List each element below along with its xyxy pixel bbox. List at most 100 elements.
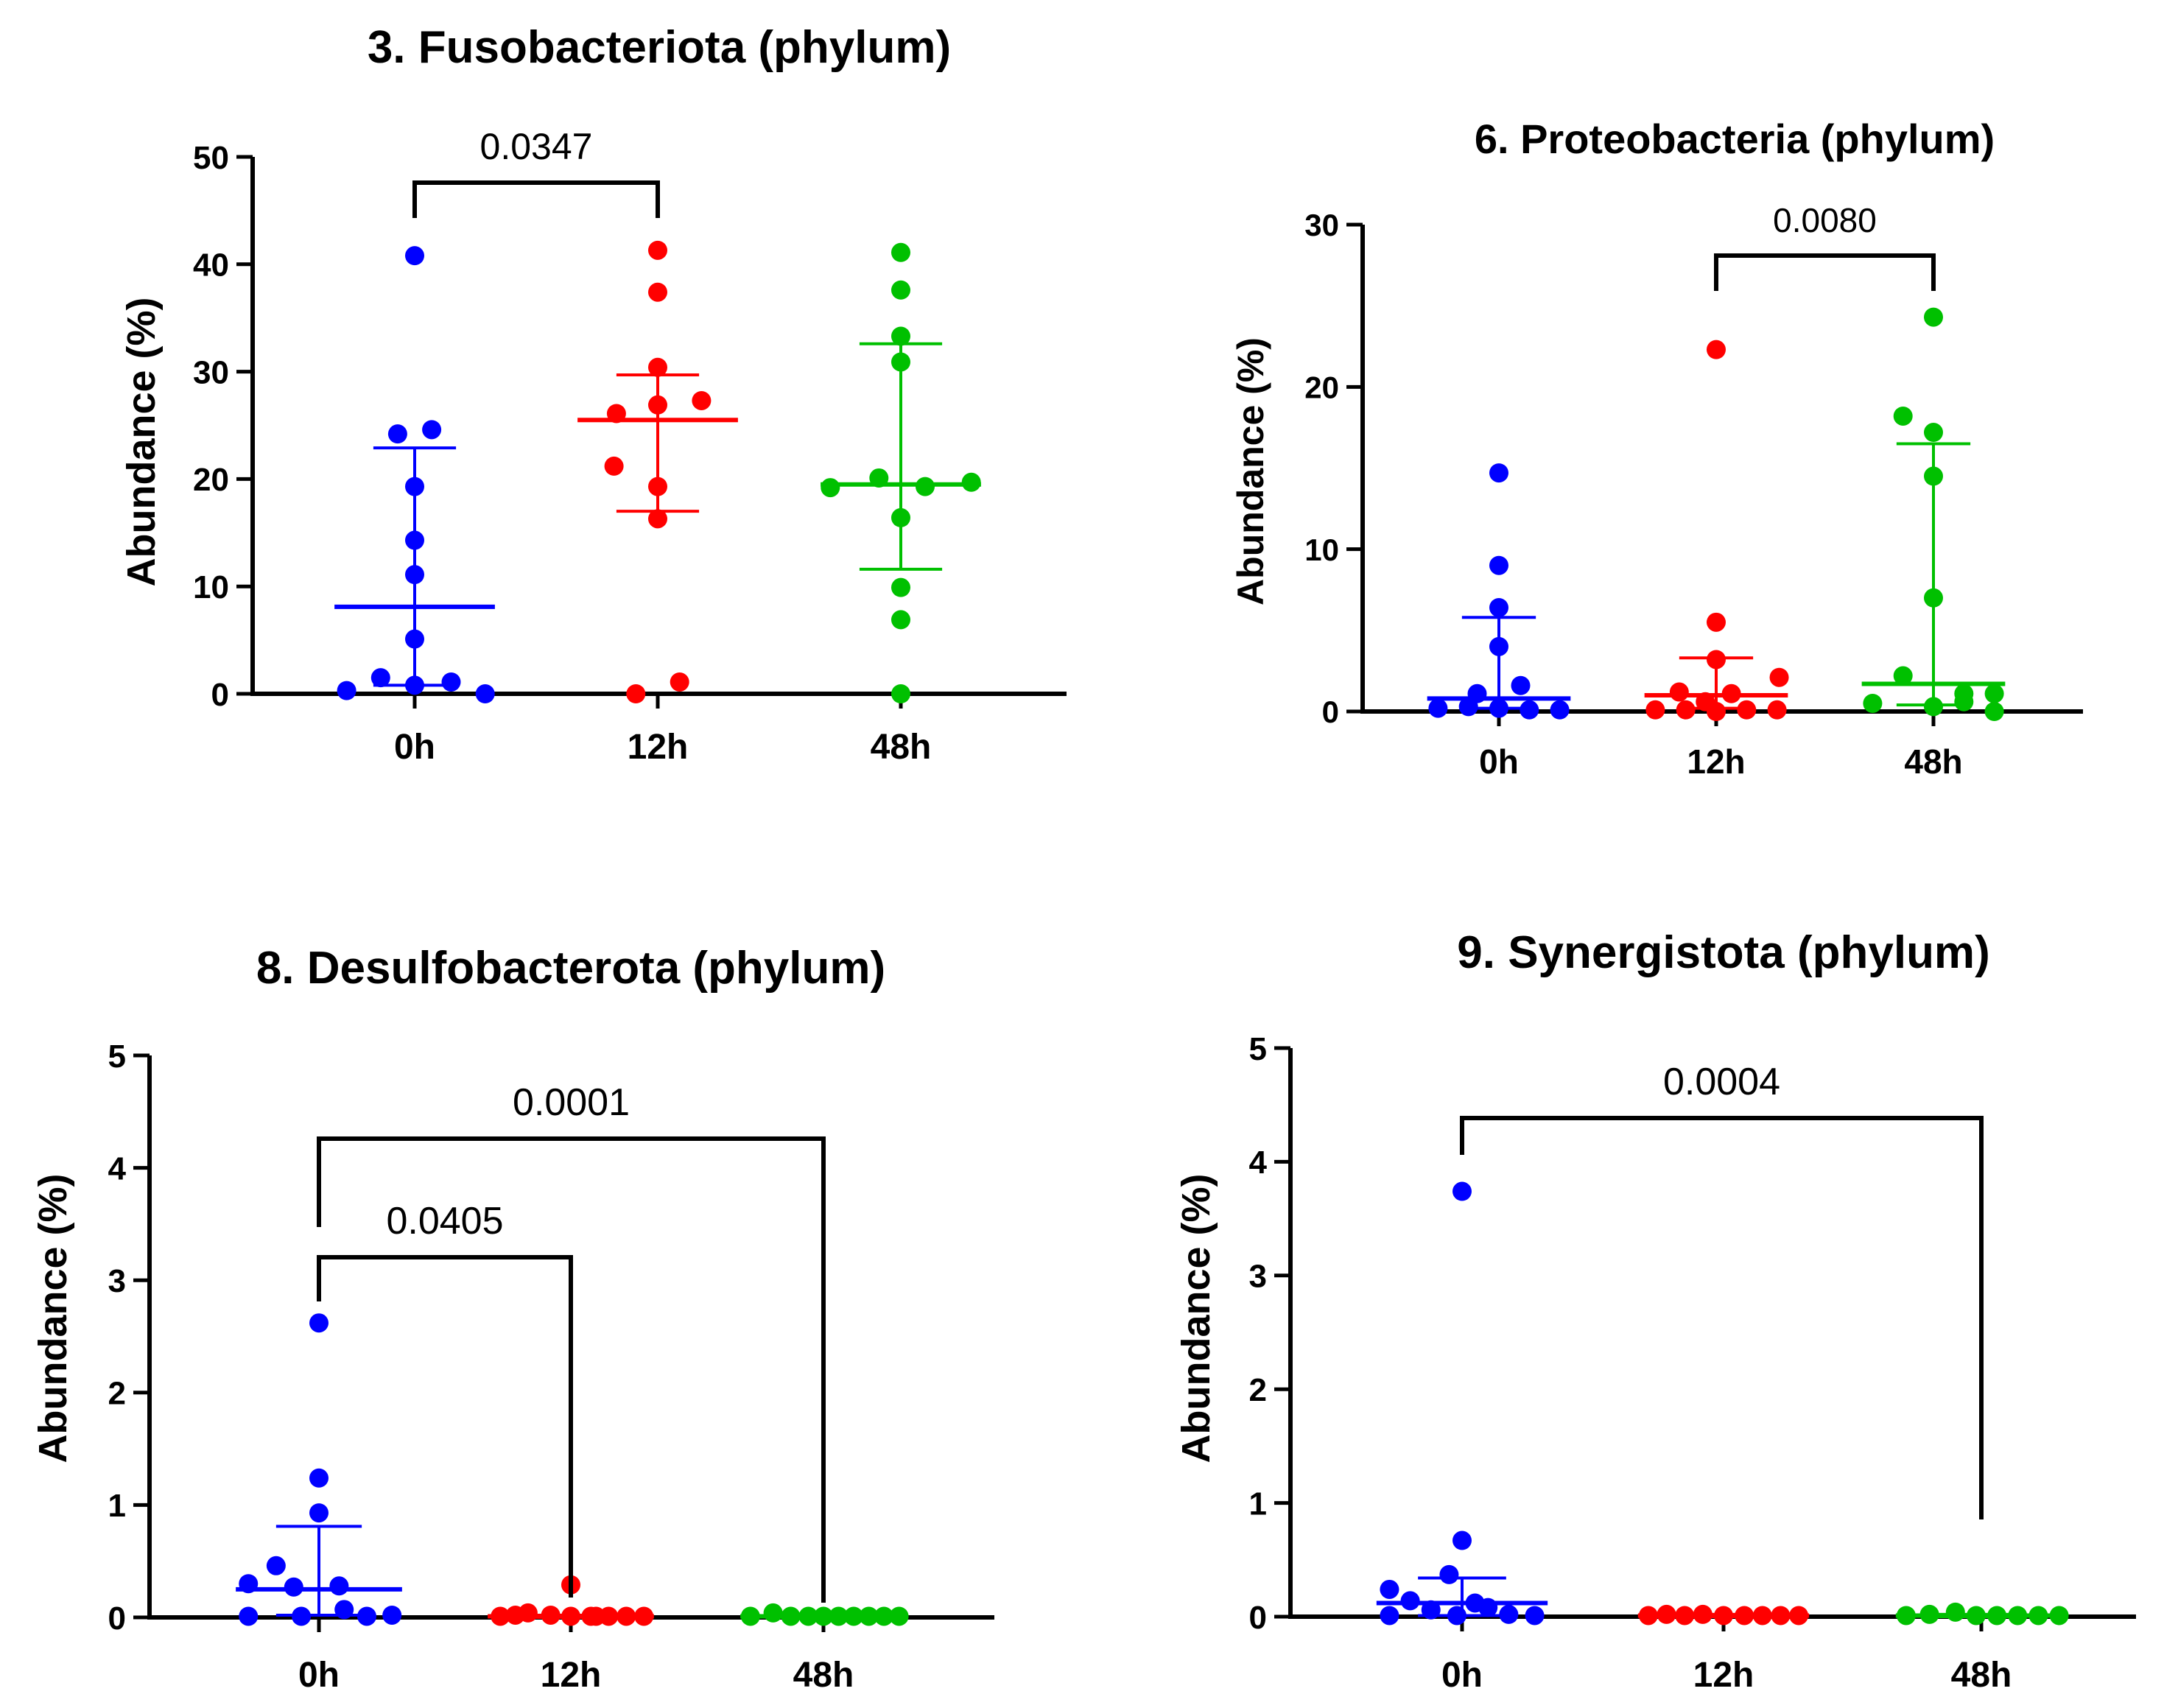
y-tick-label: 20 xyxy=(193,462,229,498)
y-tick-label: 20 xyxy=(1304,370,1339,404)
data-point-0h xyxy=(1489,555,1508,575)
x-tick-label-12h: 12h xyxy=(541,1656,602,1695)
data-point-12h xyxy=(505,1605,525,1625)
data-point-48h xyxy=(891,577,910,597)
p-value-label: 0.0004 xyxy=(1663,1061,1780,1103)
data-point-12h xyxy=(1752,1606,1772,1626)
data-point-0h xyxy=(1447,1606,1466,1626)
p-value-label: 0.0347 xyxy=(480,126,593,167)
data-point-48h xyxy=(891,610,910,630)
data-point-48h xyxy=(1924,588,1943,608)
data-point-0h xyxy=(266,1556,286,1575)
data-point-12h xyxy=(648,509,667,529)
panel-proteobacteria: 6. Proteobacteria (phylum) Abundance (%)… xyxy=(1230,116,2083,781)
y-tick-label: 10 xyxy=(193,569,229,605)
data-point-12h xyxy=(1767,700,1787,720)
y-tick-label: 1 xyxy=(108,1488,126,1524)
y-tick-label: 30 xyxy=(193,354,229,390)
y-axis-label: Abundance (%) xyxy=(31,1173,75,1463)
data-point-48h xyxy=(1919,1604,1939,1624)
data-point-12h xyxy=(648,282,667,302)
data-point-0h xyxy=(1452,1530,1472,1550)
data-point-0h xyxy=(1511,675,1531,695)
data-point-48h xyxy=(740,1606,760,1626)
y-tick-label: 1 xyxy=(1249,1486,1267,1522)
data-point-48h xyxy=(1896,1606,1916,1626)
data-point-0h xyxy=(284,1577,303,1597)
y-tick-label: 0 xyxy=(211,677,229,713)
y-tick-label: 2 xyxy=(108,1376,126,1412)
data-point-0h xyxy=(405,675,424,695)
y-tick-label: 5 xyxy=(108,1038,126,1075)
data-point-0h xyxy=(405,629,424,649)
y-tick-label: 4 xyxy=(108,1150,127,1187)
chart-title: 8. Desulfobacterota (phylum) xyxy=(256,943,885,994)
data-point-12h xyxy=(1657,1604,1676,1624)
data-point-48h xyxy=(874,1606,894,1626)
data-point-48h xyxy=(1987,1606,2007,1626)
data-point-0h xyxy=(239,1606,259,1626)
data-point-12h xyxy=(1693,1604,1712,1624)
y-tick-label: 3 xyxy=(108,1263,126,1299)
data-point-0h xyxy=(1428,698,1448,718)
y-tick-label: 0 xyxy=(1249,1600,1267,1636)
data-point-48h xyxy=(829,1606,849,1626)
data-point-48h xyxy=(891,352,910,372)
data-point-12h xyxy=(648,477,667,496)
data-point-48h xyxy=(869,468,889,488)
data-point-48h xyxy=(1984,683,2004,703)
data-point-48h xyxy=(891,507,910,527)
y-tick-label: 3 xyxy=(1249,1259,1267,1295)
data-point-48h xyxy=(859,1606,879,1626)
data-point-12h xyxy=(1707,612,1726,632)
data-point-0h xyxy=(1520,700,1539,720)
chart-title: 9. Synergistota (phylum) xyxy=(1457,927,1989,978)
data-point-0h xyxy=(309,1313,329,1333)
data-point-12h xyxy=(626,684,646,703)
p-value-label: 0.0080 xyxy=(1773,201,1877,239)
chart-title: 6. Proteobacteria (phylum) xyxy=(1475,116,1995,162)
data-point-48h xyxy=(891,684,910,703)
p-value-label: 0.0001 xyxy=(513,1081,630,1124)
data-point-12h xyxy=(1638,1606,1658,1626)
data-point-0h xyxy=(1439,1564,1459,1584)
x-tick-label-12h: 12h xyxy=(628,728,689,767)
y-axis-label: Abundance (%) xyxy=(119,297,164,586)
y-tick-label: 10 xyxy=(1304,533,1339,567)
data-point-12h xyxy=(1714,1606,1733,1626)
chart-title: 3. Fusobacteriota (phylum) xyxy=(368,22,951,73)
data-point-48h xyxy=(2028,1606,2048,1626)
data-point-12h xyxy=(541,1605,561,1625)
data-point-0h xyxy=(405,477,424,496)
data-point-12h xyxy=(1771,1606,1791,1626)
data-point-12h xyxy=(1789,1606,1809,1626)
y-axis-label: Abundance (%) xyxy=(1230,337,1271,605)
data-point-48h xyxy=(891,242,910,262)
significance-bracket xyxy=(1714,253,1936,291)
data-point-12h xyxy=(1707,702,1726,721)
data-point-0h xyxy=(1380,1606,1399,1626)
data-point-48h xyxy=(891,326,910,346)
data-point-0h xyxy=(1452,1181,1472,1201)
data-point-0h xyxy=(441,672,461,692)
data-point-48h xyxy=(798,1606,818,1626)
data-point-12h xyxy=(648,357,667,377)
x-tick-label-0h: 0h xyxy=(1479,742,1519,781)
data-point-0h xyxy=(1458,697,1478,717)
data-point-12h xyxy=(1707,340,1726,359)
y-tick-label: 4 xyxy=(1249,1145,1268,1181)
data-point-12h xyxy=(648,240,667,260)
data-point-12h xyxy=(1735,1606,1754,1626)
data-point-12h xyxy=(1669,682,1689,702)
data-point-48h xyxy=(1966,1606,1986,1626)
data-point-12h xyxy=(1645,700,1665,720)
x-tick-label-12h: 12h xyxy=(1693,1656,1754,1695)
data-point-0h xyxy=(1478,1598,1498,1617)
data-point-48h xyxy=(814,1606,833,1626)
data-point-0h xyxy=(1550,700,1570,720)
data-point-0h xyxy=(239,1574,259,1594)
data-point-12h xyxy=(561,1606,580,1626)
data-point-12h xyxy=(670,672,689,692)
data-point-12h xyxy=(648,395,667,415)
